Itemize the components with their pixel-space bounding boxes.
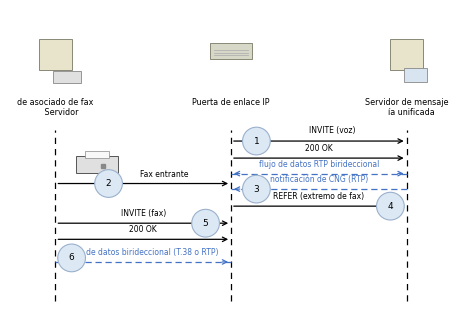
FancyBboxPatch shape bbox=[85, 151, 109, 158]
Text: INVITE (voz): INVITE (voz) bbox=[310, 126, 356, 135]
Text: 200 OK: 200 OK bbox=[305, 144, 333, 153]
Text: de asociado de fax
     Servidor: de asociado de fax Servidor bbox=[17, 98, 94, 117]
Text: 3: 3 bbox=[254, 184, 259, 194]
Ellipse shape bbox=[377, 192, 404, 220]
Text: Servidor de mensaje
    ía unificada: Servidor de mensaje ía unificada bbox=[365, 98, 448, 117]
Text: 5: 5 bbox=[203, 219, 208, 228]
FancyBboxPatch shape bbox=[76, 156, 118, 173]
Text: Puerta de enlace IP: Puerta de enlace IP bbox=[192, 98, 270, 107]
Text: 1: 1 bbox=[254, 136, 259, 146]
FancyBboxPatch shape bbox=[210, 43, 252, 59]
Text: notificación de CNG (RTP): notificación de CNG (RTP) bbox=[270, 175, 368, 184]
Text: 200 OK: 200 OK bbox=[129, 225, 157, 234]
Text: INVITE (fax): INVITE (fax) bbox=[121, 209, 166, 218]
Text: Fax entrante: Fax entrante bbox=[140, 170, 188, 179]
Text: 4: 4 bbox=[388, 202, 393, 211]
Text: 2: 2 bbox=[106, 179, 111, 188]
Text: flujo de datos birideccional (T.38 o RTP): flujo de datos birideccional (T.38 o RTP… bbox=[67, 248, 219, 257]
Text: REFER (extremo de fax): REFER (extremo de fax) bbox=[273, 192, 365, 201]
FancyBboxPatch shape bbox=[39, 39, 72, 70]
Ellipse shape bbox=[243, 175, 270, 203]
Ellipse shape bbox=[243, 127, 270, 155]
Text: 6: 6 bbox=[69, 253, 74, 263]
FancyBboxPatch shape bbox=[390, 39, 423, 70]
Ellipse shape bbox=[95, 170, 122, 197]
Ellipse shape bbox=[58, 244, 85, 272]
FancyBboxPatch shape bbox=[53, 71, 80, 83]
Text: flujo de datos RTP birideccional: flujo de datos RTP birideccional bbox=[259, 160, 379, 169]
Ellipse shape bbox=[192, 209, 219, 237]
FancyBboxPatch shape bbox=[405, 69, 427, 82]
